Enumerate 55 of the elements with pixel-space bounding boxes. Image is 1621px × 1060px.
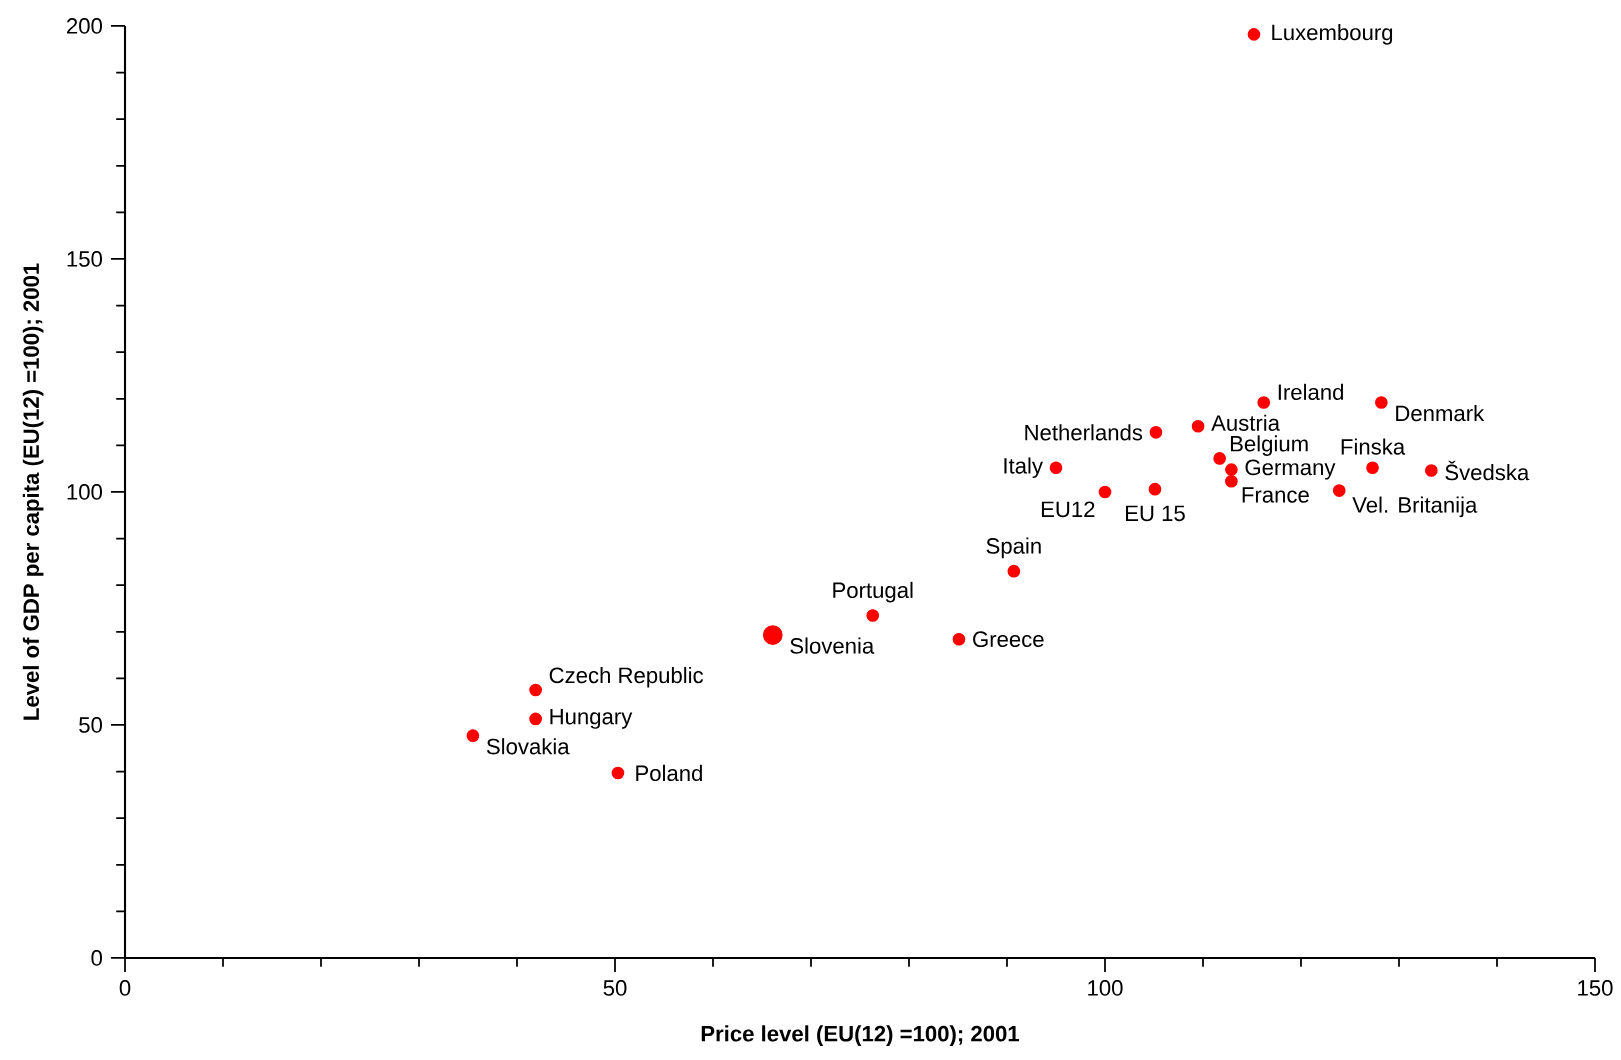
x-axis-title: Price level (EU(12) =100); 2001	[701, 1025, 1020, 1046]
point	[1366, 461, 1379, 475]
annotation: Slovakia	[486, 738, 570, 755]
annotation: Luxembourg	[1272, 24, 1393, 45]
point	[1098, 485, 1112, 499]
annotation: Belgium	[1230, 435, 1308, 456]
annotation: France	[1242, 487, 1309, 503]
annotation: Ireland	[1278, 383, 1344, 401]
y-tick-label: 150	[67, 251, 103, 267]
annotation: Denmark	[1396, 404, 1485, 422]
point	[1425, 464, 1438, 477]
annotation: Greece	[973, 631, 1044, 648]
annotation: Czech Republic	[549, 666, 704, 688]
annotation: Finska	[1341, 438, 1406, 455]
point	[529, 683, 542, 697]
annotation: EU 15	[1126, 505, 1185, 522]
x-tick-label: 150	[1578, 980, 1613, 996]
annotation: Poland	[636, 764, 702, 782]
point	[466, 729, 480, 743]
point	[762, 625, 783, 645]
annotation: Vel. Britanija	[1352, 496, 1478, 518]
y-tick-label: 50	[79, 717, 103, 733]
annotation: Spain	[986, 537, 1041, 559]
annotation: Austria	[1211, 414, 1281, 431]
point	[1257, 396, 1271, 409]
y-tick-label: 200	[67, 18, 103, 34]
annotation: Hungary	[550, 708, 633, 729]
point	[1332, 484, 1346, 497]
annotation: EU12	[1041, 501, 1095, 518]
point	[1225, 474, 1238, 488]
point	[1191, 419, 1205, 433]
x-tick-label: 0	[119, 980, 131, 996]
annotation: Portugal	[833, 581, 913, 603]
annotation: Germany	[1245, 459, 1336, 480]
point	[866, 609, 880, 622]
point	[1049, 461, 1063, 475]
point	[1247, 28, 1261, 41]
y-axis-title: Level of GDP per capita (EU(12) =100); 2001	[22, 263, 44, 720]
annotation: Slovenia	[790, 637, 875, 654]
annotation: Netherlands	[1025, 424, 1143, 441]
point	[1375, 396, 1388, 409]
point	[529, 712, 542, 726]
x-tick-label: 100	[1088, 980, 1123, 996]
y-tick-label: 100	[67, 484, 103, 500]
point	[1007, 564, 1021, 578]
point	[1225, 463, 1238, 476]
point	[1149, 426, 1163, 439]
y-tick-label: 0	[91, 950, 103, 966]
annotation: Švedska	[1445, 460, 1530, 481]
point	[1148, 482, 1162, 496]
point	[611, 766, 625, 780]
x-tick-label: 50	[603, 980, 627, 996]
point	[952, 632, 966, 646]
annotation: Italy	[1004, 457, 1043, 479]
point	[1213, 452, 1226, 465]
